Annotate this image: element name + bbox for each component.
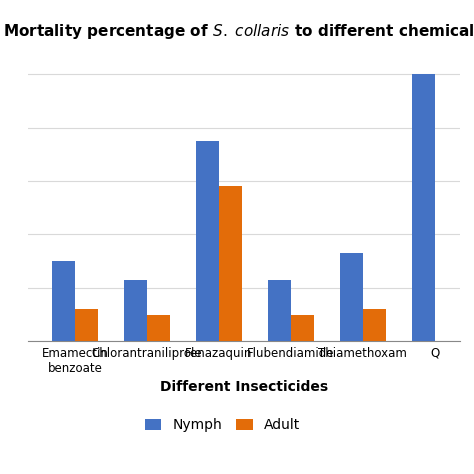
Bar <box>124 280 147 341</box>
Bar <box>291 315 314 341</box>
Bar <box>52 261 75 341</box>
Bar <box>196 141 219 341</box>
Title: Mortality percentage of $\it{S.\ collaris}$ to different chemicals: Mortality percentage of $\it{S.\ collari… <box>3 22 474 41</box>
Bar <box>363 309 386 341</box>
Bar <box>75 309 98 341</box>
Legend: Nymph, Adult: Nymph, Adult <box>139 413 306 438</box>
Bar <box>268 280 291 341</box>
Bar <box>219 186 242 341</box>
Bar <box>340 253 363 341</box>
Bar <box>411 74 435 341</box>
Bar <box>147 315 170 341</box>
X-axis label: Different Insecticides: Different Insecticides <box>160 381 328 394</box>
